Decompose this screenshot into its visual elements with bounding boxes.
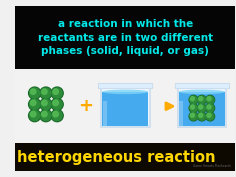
Circle shape	[52, 111, 62, 121]
Circle shape	[206, 95, 215, 104]
Circle shape	[197, 112, 206, 121]
Circle shape	[206, 104, 215, 113]
Circle shape	[41, 99, 51, 109]
Circle shape	[206, 113, 214, 120]
Ellipse shape	[179, 90, 225, 94]
Circle shape	[30, 100, 36, 106]
Circle shape	[51, 110, 63, 122]
Circle shape	[198, 113, 206, 120]
Text: Game Smarts Flashcards: Game Smarts Flashcards	[193, 164, 231, 168]
Bar	[177, 85, 226, 127]
Bar	[15, 143, 236, 171]
Circle shape	[51, 98, 63, 110]
Circle shape	[190, 104, 197, 112]
Circle shape	[53, 100, 58, 106]
Bar	[101, 85, 150, 127]
Circle shape	[42, 100, 47, 106]
Circle shape	[30, 111, 40, 121]
Circle shape	[199, 113, 203, 117]
Circle shape	[30, 111, 36, 117]
Text: +: +	[79, 97, 93, 115]
Circle shape	[29, 110, 41, 122]
Bar	[179, 101, 183, 126]
Circle shape	[41, 88, 51, 98]
Circle shape	[53, 111, 58, 117]
Circle shape	[40, 87, 52, 99]
Circle shape	[30, 88, 40, 98]
Circle shape	[29, 98, 41, 110]
Circle shape	[52, 88, 62, 98]
Circle shape	[207, 97, 211, 101]
Circle shape	[42, 89, 47, 94]
Circle shape	[40, 98, 52, 110]
Circle shape	[41, 111, 51, 121]
Circle shape	[190, 105, 194, 109]
Bar	[15, 69, 236, 143]
Text: a reaction in which the
reactants are in two different
phases (solid, liquid, or: a reaction in which the reactants are in…	[38, 19, 213, 56]
Circle shape	[30, 89, 36, 94]
Circle shape	[189, 104, 198, 113]
Circle shape	[199, 97, 203, 101]
Circle shape	[198, 104, 206, 112]
Circle shape	[190, 96, 197, 104]
Bar	[175, 83, 229, 88]
Circle shape	[189, 112, 198, 121]
Circle shape	[52, 99, 62, 109]
Bar	[101, 85, 150, 127]
Circle shape	[51, 87, 63, 99]
Circle shape	[189, 95, 198, 104]
Circle shape	[199, 105, 203, 109]
Bar	[179, 92, 225, 126]
Circle shape	[206, 96, 214, 104]
Bar	[177, 85, 226, 127]
Circle shape	[207, 113, 211, 117]
Circle shape	[53, 89, 58, 94]
Bar	[98, 83, 152, 88]
Bar	[103, 101, 107, 126]
Bar	[15, 6, 236, 69]
Circle shape	[29, 87, 41, 99]
Circle shape	[190, 113, 197, 120]
Circle shape	[190, 113, 194, 117]
Circle shape	[207, 105, 211, 109]
Circle shape	[190, 97, 194, 101]
Circle shape	[197, 95, 206, 104]
Circle shape	[40, 110, 52, 122]
Circle shape	[206, 112, 215, 121]
Circle shape	[42, 111, 47, 117]
Circle shape	[30, 99, 40, 109]
Bar	[102, 92, 148, 126]
Circle shape	[198, 96, 206, 104]
Text: heterogeneous reaction: heterogeneous reaction	[17, 150, 216, 165]
Ellipse shape	[102, 90, 148, 94]
Circle shape	[206, 104, 214, 112]
Circle shape	[197, 104, 206, 113]
